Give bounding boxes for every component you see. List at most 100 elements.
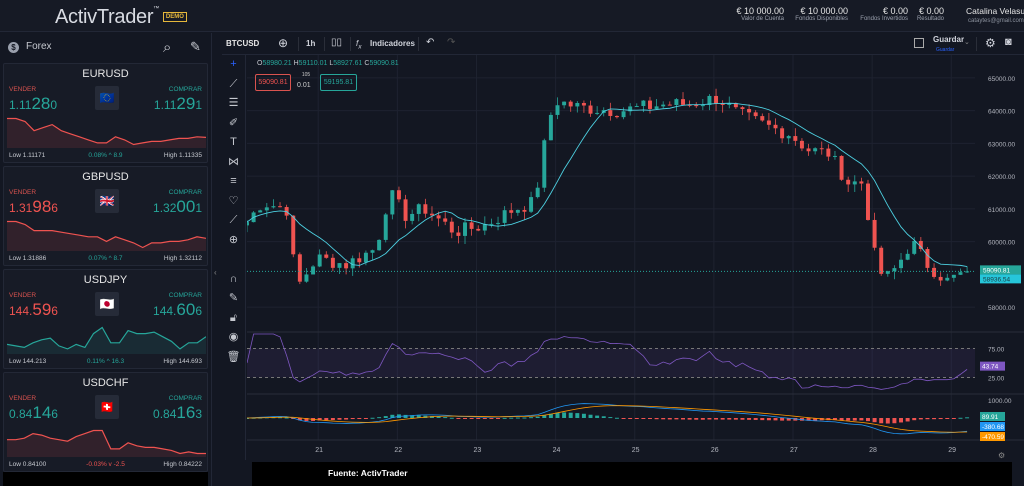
candle <box>291 215 296 255</box>
sell-price[interactable]: 0.84146 <box>9 403 58 422</box>
price-chart[interactable]: 65000.00 64000.00 63000.00 62000.00 61000.00… <box>247 55 1024 462</box>
candle <box>661 104 666 107</box>
sell-price[interactable]: 144.596 <box>9 300 58 319</box>
sell-price[interactable]: 1.11280 <box>9 94 58 113</box>
collapse-sidebar-icon[interactable]: ‹ <box>214 268 217 277</box>
buy-button[interactable]: 59195.81 <box>320 74 357 91</box>
candle <box>621 111 626 118</box>
sell-button[interactable]: 59090.81 <box>255 74 291 91</box>
market-card-usdjpy[interactable]: USDJPY VENDER COMPRAR 144.596 🇯🇵 144.606… <box>3 269 208 369</box>
redo-icon[interactable]: ↷ <box>447 37 456 48</box>
buy-price[interactable]: 144.606 <box>153 300 202 319</box>
candle <box>297 254 302 282</box>
macd-histogram-bar <box>879 418 884 424</box>
invested-funds: € 0.00 Fondos Invertidos <box>860 6 908 22</box>
macd-histogram-bar <box>304 418 309 421</box>
candle <box>813 148 818 152</box>
interval-selector[interactable]: 1h <box>306 39 316 48</box>
axis-settings-icon[interactable]: ⚙ <box>998 451 1005 460</box>
date-tick: 29 <box>948 447 956 454</box>
lot-size-input[interactable]: 0.01 <box>297 82 311 89</box>
edit-pencil-icon[interactable]: ✎ <box>190 39 201 54</box>
crosshair-icon[interactable]: + <box>230 58 237 70</box>
save-dropdown-icon[interactable]: ⌄ <box>964 39 970 46</box>
low-value: Low 1.11171 <box>9 152 46 159</box>
zoom-in-icon[interactable]: ⊕ <box>228 233 239 246</box>
camera-icon[interactable]: ◙ <box>1005 36 1012 48</box>
candle <box>786 136 791 139</box>
trash-icon[interactable]: 🗑︎ <box>226 350 241 363</box>
candle <box>912 240 917 254</box>
candle <box>357 258 362 263</box>
indicators-icon[interactable]: fx <box>356 39 362 51</box>
horizontal-lines-icon[interactable]: ☰ <box>228 97 239 109</box>
candle <box>747 109 752 113</box>
macd-histogram-bar <box>786 418 791 421</box>
market-card-gbpusd[interactable]: GBPUSD VENDER COMPRAR 1.31986 🇬🇧 1.32001… <box>3 166 208 266</box>
lock-icon[interactable]: 🔓︎ <box>229 311 238 324</box>
candle <box>780 128 785 139</box>
brush-icon[interactable]: ✐ <box>228 116 239 129</box>
top-bar: ActivTrader ™ DEMO € 10 000.00 Valor de Cue… <box>0 0 1024 32</box>
candle <box>938 276 943 281</box>
result-label: Resultado <box>916 16 944 22</box>
rsi-line <box>247 333 968 390</box>
buy-price[interactable]: 0.84163 <box>153 403 202 422</box>
currency-flag-icon: 🇬🇧 <box>95 189 119 213</box>
candle <box>258 210 263 213</box>
candle <box>383 214 388 240</box>
fib-icon[interactable]: ≡ <box>230 175 237 187</box>
buy-price[interactable]: 1.32001 <box>153 197 202 216</box>
available-funds: € 10 000.00 Fondos Disponibles <box>795 6 848 22</box>
macd-histogram-bar <box>727 418 732 420</box>
save-button[interactable]: Guardar <box>933 35 965 44</box>
candle <box>892 268 897 272</box>
trend-line-icon[interactable]: ⟋ <box>229 77 238 90</box>
buy-label: COMPRAR <box>168 395 202 402</box>
low-value: Low 0.84100 <box>9 461 47 468</box>
spread-value: 105 <box>301 72 311 78</box>
candle <box>548 114 553 141</box>
ruler-icon[interactable]: ⟋ <box>229 214 238 226</box>
settings-gear-icon[interactable]: ⚙ <box>985 36 996 50</box>
market-card-usdchf[interactable]: USDCHF VENDER COMPRAR 0.84146 🇨🇭 0.84163… <box>3 372 208 472</box>
symbol-selector[interactable]: BTCUSD <box>226 39 260 48</box>
category-label[interactable]: Forex <box>26 41 52 52</box>
undo-icon[interactable]: ↶ <box>426 37 435 48</box>
price-tick: 65000.00 <box>988 76 1015 83</box>
indicators-button[interactable]: Indicadores <box>370 39 415 48</box>
macd-histogram-bar <box>568 412 573 418</box>
pattern-icon[interactable]: ⋈ <box>228 155 239 168</box>
candle-type-icon[interactable]: ▯▯ <box>331 37 343 48</box>
chart-toolbar: BTCUSD ⊕ 1h ▯▯ fx Indicadores ↶ ↷ Guarda… <box>222 33 1024 55</box>
candle <box>799 140 804 149</box>
user-name[interactable]: Catalina Velasuqe <box>966 6 1024 16</box>
result: € 0.00 Resultado <box>917 6 944 22</box>
macd-histogram-bar <box>694 418 699 420</box>
open-value: 58980.21 <box>262 60 292 67</box>
add-symbol-icon[interactable]: ⊕ <box>278 36 289 50</box>
macd-histogram-bar <box>965 417 970 419</box>
eye-icon[interactable]: ◉ <box>228 331 239 343</box>
magnet-icon[interactable]: ∩ <box>229 272 238 285</box>
candle <box>879 247 884 274</box>
candle <box>304 274 309 282</box>
macd-histogram-bar <box>780 418 785 421</box>
macd-histogram-bar <box>747 418 752 420</box>
sell-price[interactable]: 1.31986 <box>9 197 58 216</box>
macd-histogram-bar <box>522 417 527 419</box>
text-icon[interactable]: T <box>230 136 237 148</box>
candle <box>846 179 851 185</box>
moving-average-line <box>247 102 968 267</box>
heart-icon[interactable]: ♡ <box>228 194 239 207</box>
candle <box>595 112 600 114</box>
date-tick: 23 <box>473 447 481 454</box>
candle <box>628 106 633 112</box>
logo-text: ActivTrader <box>55 6 154 28</box>
buy-price[interactable]: 1.11291 <box>153 94 202 113</box>
macd-histogram-bar <box>714 418 719 420</box>
market-card-eurusd[interactable]: EURUSD VENDER COMPRAR 1.11280 🇪🇺 1.11291… <box>3 63 208 163</box>
layout-checkbox[interactable] <box>914 38 924 48</box>
lock-drawing-icon[interactable]: ✎ <box>228 292 239 304</box>
search-icon[interactable]: ⌕ <box>163 39 172 56</box>
